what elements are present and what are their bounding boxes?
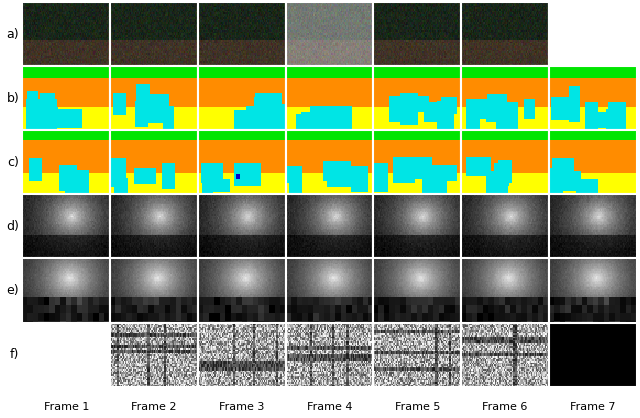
Text: a): a): [6, 28, 19, 41]
Text: d): d): [6, 220, 19, 233]
Text: Frame 1: Frame 1: [44, 402, 89, 412]
Text: Frame 7: Frame 7: [570, 402, 616, 412]
Text: Frame 3: Frame 3: [219, 402, 264, 412]
Text: Frame 2: Frame 2: [131, 402, 177, 412]
Text: Frame 4: Frame 4: [307, 402, 353, 412]
Text: b): b): [6, 92, 19, 105]
Text: Frame 6: Frame 6: [483, 402, 528, 412]
Text: c): c): [7, 156, 19, 169]
Text: Frame 5: Frame 5: [395, 402, 440, 412]
Text: f): f): [10, 348, 19, 361]
Text: e): e): [6, 284, 19, 297]
